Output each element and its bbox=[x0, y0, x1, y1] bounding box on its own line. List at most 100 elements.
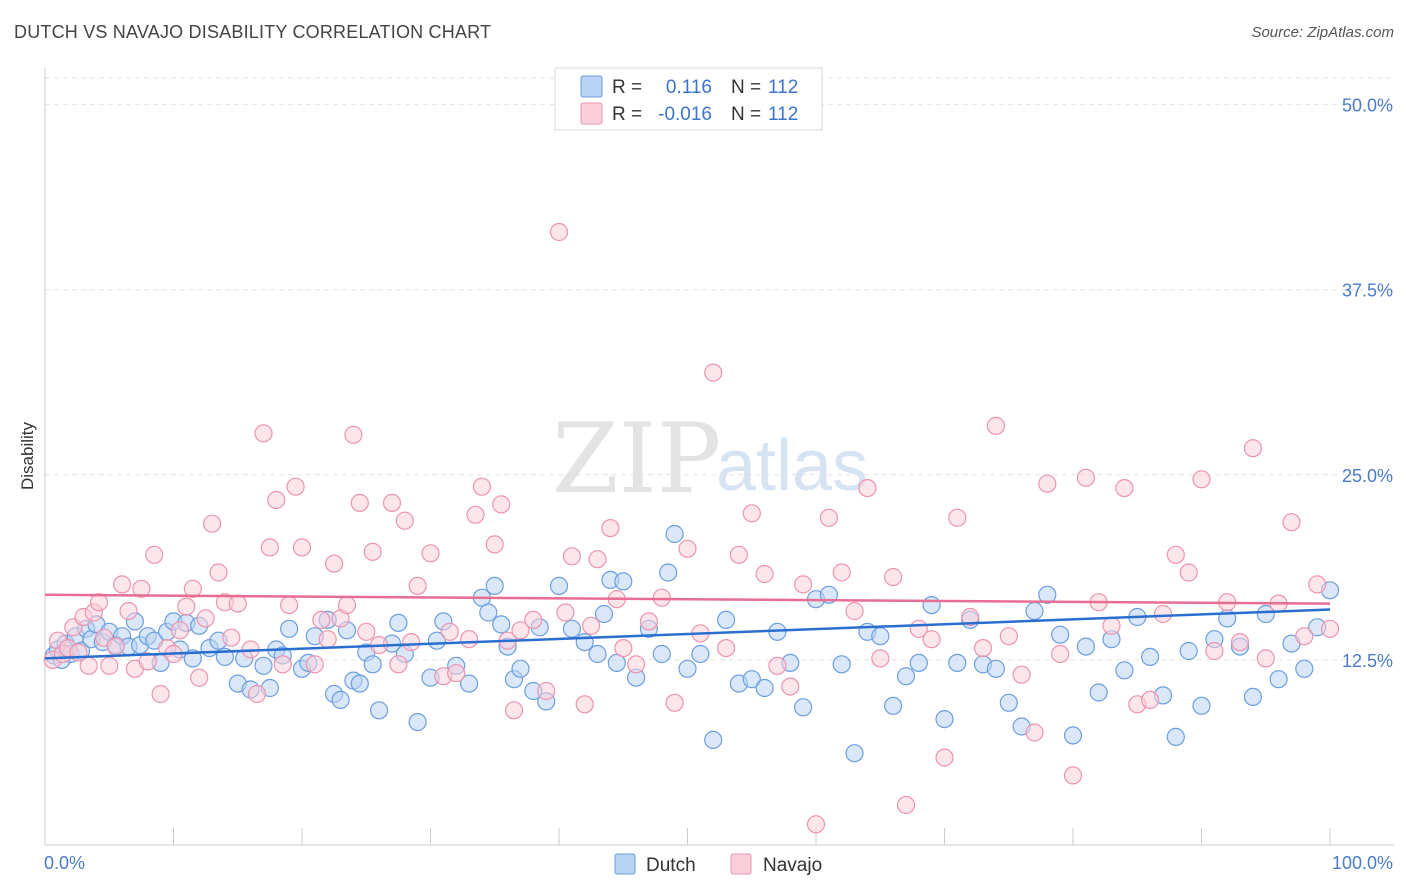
point-dutch bbox=[659, 563, 678, 582]
point-navajo bbox=[228, 594, 247, 613]
trend-line-dutch bbox=[44, 608, 1331, 660]
point-navajo bbox=[1102, 616, 1121, 635]
point-navajo bbox=[286, 477, 305, 496]
point-dutch bbox=[909, 653, 928, 673]
legend-bottom-swatch-dutch bbox=[614, 853, 636, 875]
point-navajo bbox=[485, 535, 504, 554]
legend-swatch-navajo bbox=[580, 102, 603, 125]
point-dutch bbox=[1295, 659, 1314, 678]
point-navajo bbox=[639, 612, 659, 631]
point-dutch bbox=[704, 730, 723, 750]
point-dutch bbox=[588, 644, 607, 664]
point-dutch bbox=[280, 619, 299, 638]
point-navajo bbox=[935, 748, 954, 767]
y-tick-label: 50.0% bbox=[1342, 96, 1393, 116]
point-navajo bbox=[1038, 474, 1057, 493]
point-dutch bbox=[492, 615, 511, 634]
point-dutch bbox=[594, 604, 614, 624]
point-navajo bbox=[556, 603, 575, 622]
point-navajo bbox=[389, 655, 408, 674]
point-navajo bbox=[819, 508, 839, 527]
point-dutch bbox=[1140, 647, 1160, 667]
y-tick-label: 12.5% bbox=[1342, 651, 1393, 671]
legend-n-value-navajo: 112 bbox=[768, 104, 798, 125]
point-navajo bbox=[395, 511, 414, 530]
point-dutch bbox=[999, 693, 1018, 712]
point-navajo bbox=[337, 595, 357, 615]
point-navajo bbox=[312, 610, 331, 630]
point-navajo bbox=[267, 490, 286, 510]
point-dutch bbox=[614, 572, 633, 591]
point-navajo bbox=[781, 677, 800, 696]
point-navajo bbox=[858, 479, 877, 498]
point-dutch bbox=[331, 690, 350, 710]
point-navajo bbox=[511, 621, 530, 640]
point-navajo bbox=[562, 547, 582, 566]
point-navajo bbox=[1295, 627, 1314, 646]
trend-line-navajo bbox=[44, 593, 1331, 605]
point-navajo bbox=[793, 575, 813, 594]
point-dutch bbox=[1063, 726, 1083, 745]
legend-r-label-dutch: R = bbox=[612, 77, 642, 98]
legend-r-label-navajo: R = bbox=[612, 104, 642, 125]
legend-n-label-dutch: N = bbox=[731, 77, 761, 98]
point-dutch bbox=[1038, 585, 1057, 604]
point-navajo bbox=[292, 538, 312, 557]
point-dutch bbox=[427, 631, 446, 650]
x-tick-label: 0.0% bbox=[44, 853, 85, 873]
point-navajo bbox=[704, 363, 723, 382]
legend-r-value-navajo: -0.016 bbox=[658, 104, 712, 125]
point-navajo bbox=[537, 681, 556, 701]
point-dutch bbox=[254, 656, 273, 675]
point-navajo bbox=[832, 563, 851, 582]
points-layer bbox=[43, 222, 1340, 834]
point-dutch bbox=[948, 653, 967, 673]
point-dutch bbox=[408, 712, 427, 732]
point-navajo bbox=[151, 684, 170, 704]
y-tick-label: 37.5% bbox=[1342, 281, 1393, 301]
point-navajo bbox=[273, 655, 292, 674]
point-dutch bbox=[479, 603, 498, 622]
point-navajo bbox=[1115, 479, 1134, 498]
point-navajo bbox=[948, 508, 967, 527]
watermark-zip: ZIP bbox=[552, 403, 721, 515]
point-navajo bbox=[280, 595, 299, 615]
point-navajo bbox=[871, 649, 890, 668]
point-navajo bbox=[1140, 690, 1160, 710]
point-dutch bbox=[986, 659, 1006, 678]
point-navajo bbox=[177, 597, 196, 616]
point-navajo bbox=[183, 579, 202, 598]
point-navajo bbox=[1205, 641, 1224, 661]
point-dutch bbox=[350, 674, 369, 693]
point-navajo bbox=[325, 554, 344, 573]
chart-title: DUTCH VS NAVAJO DISABILITY CORRELATION C… bbox=[14, 22, 492, 42]
point-dutch bbox=[1025, 601, 1044, 621]
watermark: ZIP atlas bbox=[552, 403, 868, 515]
point-navajo bbox=[408, 576, 427, 596]
legend-n-label-navajo: N = bbox=[731, 104, 761, 125]
point-navajo bbox=[575, 695, 594, 714]
point-dutch bbox=[742, 670, 761, 689]
point-dutch bbox=[883, 696, 903, 715]
point-navajo bbox=[716, 638, 736, 658]
point-navajo bbox=[1192, 470, 1211, 489]
point-dutch bbox=[1179, 641, 1198, 661]
point-navajo bbox=[145, 545, 164, 564]
point-navajo bbox=[883, 567, 903, 587]
point-navajo bbox=[999, 627, 1018, 646]
point-dutch bbox=[363, 655, 382, 674]
point-navajo bbox=[119, 601, 138, 621]
point-navajo bbox=[961, 607, 980, 627]
point-navajo bbox=[626, 655, 646, 674]
point-navajo bbox=[382, 493, 402, 512]
point-navajo bbox=[1256, 649, 1275, 668]
point-navajo bbox=[973, 638, 993, 658]
legend-top: R = 0.116 N = 112 R = -0.016 N = 112 bbox=[554, 67, 823, 131]
point-navajo bbox=[1320, 619, 1340, 638]
point-navajo bbox=[363, 542, 382, 561]
point-navajo bbox=[1051, 644, 1070, 664]
point-navajo bbox=[896, 795, 916, 815]
point-dutch bbox=[1089, 683, 1108, 702]
point-dutch bbox=[460, 674, 479, 693]
